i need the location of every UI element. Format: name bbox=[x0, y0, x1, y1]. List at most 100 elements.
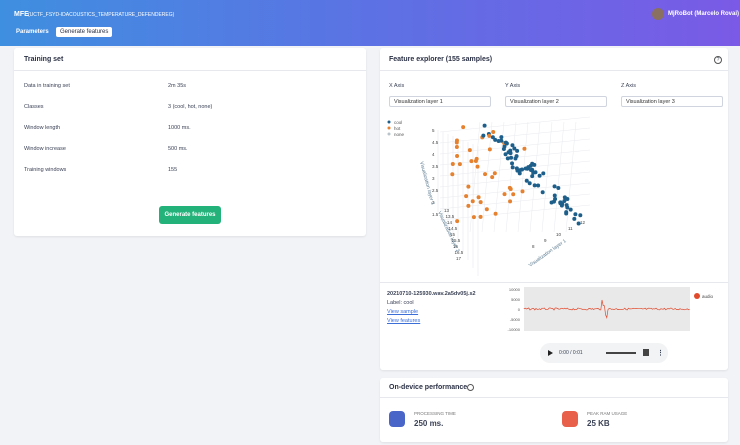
plot-grid bbox=[439, 138, 591, 155]
point bbox=[503, 140, 508, 145]
point bbox=[508, 199, 513, 204]
point bbox=[491, 129, 496, 134]
tick-label: 16.5 bbox=[455, 250, 464, 255]
legend-label: cool bbox=[394, 120, 402, 125]
plot-grid bbox=[553, 121, 565, 233]
metric-label: PROCESSING TIME bbox=[414, 411, 456, 416]
point bbox=[487, 147, 492, 152]
point bbox=[474, 156, 479, 161]
audio-player[interactable]: 0:00 / 0:01 ⋮ bbox=[540, 343, 668, 363]
point bbox=[455, 153, 460, 158]
point bbox=[490, 175, 495, 180]
legend-label: none bbox=[394, 132, 405, 137]
divider bbox=[380, 70, 728, 71]
plot-grid bbox=[439, 204, 591, 221]
point bbox=[505, 156, 510, 161]
point bbox=[572, 216, 577, 221]
tick-label: 4 bbox=[432, 152, 435, 157]
metric-value: 250 ms. bbox=[414, 419, 444, 428]
tick-label: 14.5 bbox=[449, 226, 458, 231]
point bbox=[454, 144, 459, 149]
plot-grid bbox=[439, 116, 591, 133]
point bbox=[551, 199, 556, 204]
progress[interactable] bbox=[606, 352, 636, 354]
point bbox=[524, 178, 529, 183]
point bbox=[467, 148, 472, 153]
point bbox=[510, 161, 515, 166]
tick-label: 8 bbox=[532, 244, 535, 249]
point bbox=[552, 184, 557, 189]
point bbox=[478, 200, 483, 205]
point bbox=[492, 171, 497, 176]
row-label: Training windows bbox=[24, 167, 67, 173]
tab-active[interactable]: Generate features bbox=[56, 27, 113, 37]
tick-label: 1.5 bbox=[432, 212, 439, 217]
help-icon[interactable]: ? bbox=[714, 56, 722, 64]
point bbox=[510, 143, 515, 148]
point bbox=[512, 146, 517, 151]
tick-label: 4.5 bbox=[432, 140, 439, 145]
point bbox=[475, 164, 480, 169]
plot-grid bbox=[439, 182, 591, 199]
point bbox=[530, 161, 535, 166]
point bbox=[493, 137, 498, 142]
performance-card: On-device performance PROCESSING TIME 25… bbox=[380, 378, 728, 442]
axis-title: Visualization layer 1 bbox=[528, 238, 568, 268]
plot-grid bbox=[541, 121, 553, 233]
point bbox=[461, 125, 466, 130]
point bbox=[464, 194, 469, 199]
training-card: Training set Data in training set 2m 35s C… bbox=[14, 48, 366, 236]
legend-dot bbox=[387, 132, 391, 136]
point bbox=[450, 172, 455, 177]
axis-label: X Axis bbox=[389, 83, 405, 89]
axis-select[interactable]: Visualization layer 3 bbox=[621, 96, 723, 107]
point bbox=[455, 219, 460, 224]
avatar[interactable] bbox=[652, 8, 664, 20]
play-button[interactable] bbox=[548, 350, 553, 356]
divider bbox=[14, 70, 366, 71]
tick-label: 13.5 bbox=[446, 214, 455, 219]
point bbox=[522, 146, 527, 151]
point bbox=[514, 154, 519, 159]
point bbox=[578, 213, 583, 218]
axis-select[interactable]: Visualization layer 2 bbox=[505, 96, 607, 107]
scatter-3d: coolhotnone54.543.532.521.51313.51414.51… bbox=[387, 116, 591, 276]
point bbox=[564, 210, 569, 215]
tick-label: 15 bbox=[450, 232, 456, 237]
link[interactable]: View features bbox=[387, 318, 421, 324]
wave-line bbox=[523, 299, 690, 319]
menu[interactable]: ⋮ bbox=[657, 350, 664, 357]
tick-label: 12 bbox=[580, 220, 586, 225]
tick-label: 5 bbox=[432, 128, 435, 133]
point bbox=[484, 207, 489, 212]
legend-label: audio bbox=[702, 294, 714, 299]
tick-label: 2.5 bbox=[432, 188, 439, 193]
point bbox=[483, 172, 488, 177]
point bbox=[471, 215, 476, 220]
tick-label: 16 bbox=[453, 244, 459, 249]
point bbox=[517, 171, 522, 176]
point bbox=[499, 138, 504, 143]
point bbox=[470, 199, 475, 204]
plot-grid bbox=[517, 121, 529, 233]
tick-label: 10000 bbox=[509, 287, 521, 292]
point bbox=[526, 165, 531, 170]
point bbox=[469, 159, 474, 164]
help-icon[interactable] bbox=[467, 384, 474, 391]
volume[interactable] bbox=[643, 349, 649, 356]
metric-label: PEAK RAM USAGE bbox=[587, 411, 628, 416]
generate-button[interactable]: Generate features bbox=[159, 206, 221, 224]
point bbox=[481, 133, 486, 138]
explorer-card: Feature explorer (155 samples) ? X Axis V… bbox=[380, 48, 728, 370]
tab[interactable]: Parameters bbox=[16, 29, 49, 35]
axis-select[interactable]: Visualization layer 1 bbox=[389, 96, 491, 107]
metric-value: 25 KB bbox=[587, 419, 610, 428]
point bbox=[576, 221, 581, 226]
card-title: Feature explorer (155 samples) bbox=[389, 56, 493, 63]
link[interactable]: View sample bbox=[387, 309, 419, 315]
point bbox=[530, 174, 535, 179]
point bbox=[565, 196, 570, 201]
user-name[interactable]: MjRoBot (Marcelo Rovai) bbox=[668, 11, 740, 17]
point bbox=[466, 203, 471, 208]
